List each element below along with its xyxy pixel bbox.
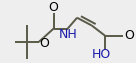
Text: O: O — [49, 1, 59, 14]
Text: HO: HO — [92, 48, 111, 61]
Text: O: O — [124, 29, 134, 42]
Text: O: O — [39, 37, 49, 50]
Text: NH: NH — [58, 28, 77, 41]
